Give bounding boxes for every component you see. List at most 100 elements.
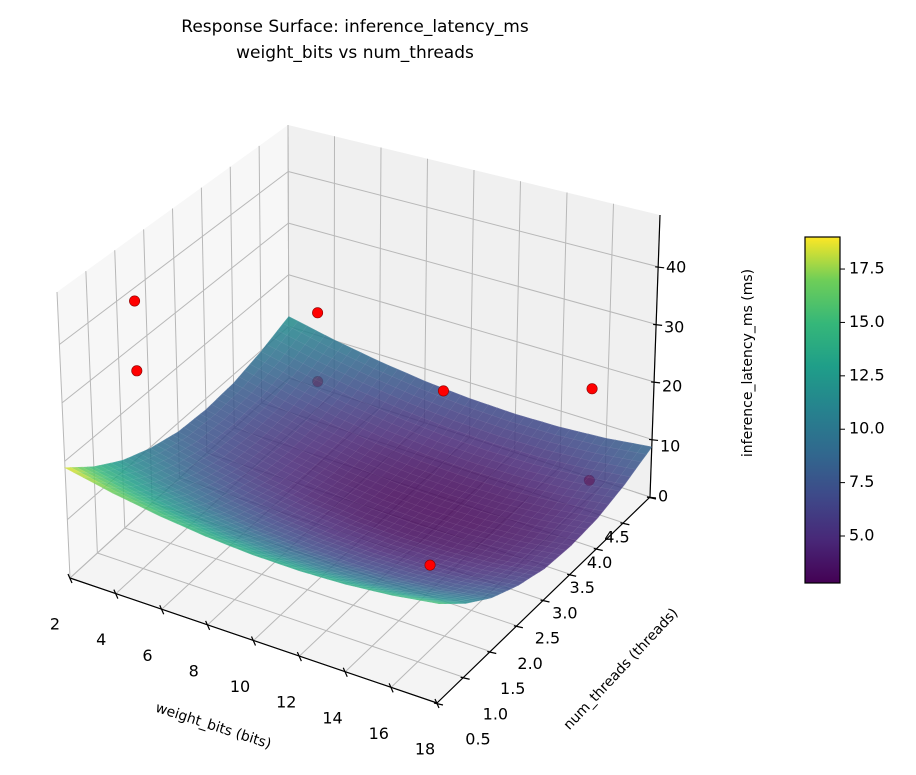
surface-wire [82, 466, 455, 604]
gridline-x-back [514, 181, 521, 453]
surface-wire [299, 414, 516, 571]
z-tick-mark [646, 496, 657, 499]
points-front [129, 295, 598, 571]
surface-wire [243, 395, 462, 552]
x-tick-mark [388, 683, 394, 693]
surface-wire [317, 419, 534, 577]
surface-wire [205, 409, 572, 546]
gridline-z-back [288, 274, 655, 383]
z-tick-label: 0 [658, 487, 668, 506]
surface-wire [127, 457, 497, 596]
x-tick-mark [250, 636, 257, 646]
colorbar-tick-label: 5.0 [849, 526, 874, 545]
surface-wire [252, 398, 471, 555]
gridline-z-back [288, 222, 657, 325]
surface-wire [99, 465, 471, 603]
surface-wire [87, 466, 461, 604]
surface-wire [130, 348, 353, 503]
surface-wire [244, 370, 609, 505]
surface-wire [139, 452, 508, 591]
gridline-x-back [604, 203, 614, 483]
surface-wire [392, 438, 607, 596]
y-tick-mark [620, 522, 630, 526]
gridline-y-left [200, 187, 208, 454]
z-tick-mark [648, 438, 659, 442]
surface-wire [83, 325, 308, 478]
surface-wire [288, 316, 652, 448]
observed-point [424, 559, 436, 571]
surface-wire [178, 431, 545, 569]
surface-wire [205, 381, 426, 537]
z-tick-label: 20 [662, 377, 682, 396]
y-tick-mark [566, 573, 577, 577]
gridline-z-left [59, 171, 289, 345]
x-tick-mark [296, 651, 302, 662]
colorbar-gradient [804, 236, 841, 584]
surface-wire [211, 404, 577, 541]
x-tick-mark [113, 589, 119, 599]
y-tick-mark [593, 547, 603, 552]
surface-wire [215, 384, 435, 541]
surface-wire [355, 429, 571, 587]
y-tick-mark [513, 625, 524, 629]
surface-wire [200, 413, 566, 551]
surface-wire [112, 339, 335, 494]
x-tick-label: 16 [369, 724, 389, 743]
colorbar: 5.0 7.5 10.0 12.5 15.0 17.5 [804, 236, 885, 584]
surface-wire [155, 444, 524, 583]
surface-wire [102, 335, 326, 488]
y-tick-label: 2.0 [517, 654, 542, 673]
surface-wire [249, 363, 614, 498]
z-tick-label: 10 [660, 437, 680, 456]
surface-wire [222, 393, 588, 530]
surface-wire [283, 323, 647, 455]
colorbar-tick-label: 7.5 [849, 472, 874, 491]
surface-wire [150, 448, 519, 586]
surface-wire [420, 443, 634, 601]
surface-wire [196, 377, 416, 533]
gridline-z-back [288, 325, 653, 440]
surface-wire [255, 357, 620, 492]
surface-wire [189, 422, 556, 560]
x-tick-mark [342, 667, 348, 677]
surface-wire [76, 467, 450, 604]
gridline-x-back [423, 158, 428, 423]
colorbar-tick-label: 10.0 [849, 419, 885, 438]
y-tick-label: 0.5 [465, 730, 490, 749]
surface-wire [70, 467, 445, 604]
surface-wire [373, 433, 589, 592]
surface-wire [429, 445, 643, 603]
surface [63, 316, 653, 605]
surface-wire [336, 424, 552, 582]
surface-wire [238, 376, 604, 512]
surface-wire [227, 388, 593, 524]
x-tick-label: 4 [96, 630, 106, 649]
surface-wire [401, 439, 616, 598]
observed-point [129, 295, 141, 307]
surface-wire [327, 421, 543, 580]
colorbar-tick-label: 15.0 [849, 312, 885, 331]
surface-wire [383, 436, 598, 594]
surface-wire [277, 330, 641, 463]
y-tick-label: 1.5 [500, 679, 525, 698]
surface-wire [168, 365, 389, 521]
x-tick-label: 2 [50, 615, 60, 634]
surface-wire [260, 351, 625, 485]
gridline-z-left [61, 222, 289, 404]
surface-wire [308, 416, 525, 574]
x-axis-label: weight_bits (bits) [153, 700, 273, 753]
gridline-z-back [288, 170, 659, 268]
surface-wire [149, 357, 371, 512]
surface-wire [177, 369, 398, 525]
surface-wire [93, 330, 317, 483]
surface-wire [364, 431, 580, 589]
y-tick-label: 4.0 [587, 553, 612, 572]
y-tick-mark [487, 650, 497, 655]
colorbar-tick-label: 12.5 [849, 365, 885, 384]
surface-wire [183, 427, 550, 565]
surface-wire [74, 321, 299, 473]
gridline-x-back [559, 192, 568, 468]
surface-wire [216, 398, 582, 535]
gridline-y-left [56, 291, 71, 579]
gridline-y-left [85, 271, 98, 554]
